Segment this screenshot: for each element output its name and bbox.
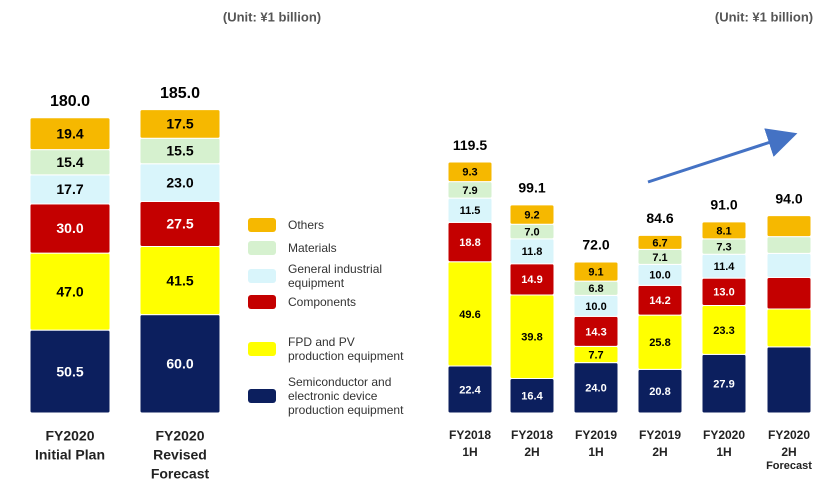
segment-label: 17.5	[166, 116, 193, 132]
segment-label: 18.8	[459, 237, 480, 249]
trend-arrow	[647, 128, 798, 184]
segment-label: 9.1	[588, 266, 603, 278]
x-tick-label: FY2020	[45, 428, 94, 444]
x-tick-label: 1H	[588, 445, 603, 459]
bar-segment	[573, 261, 619, 282]
bar-segment	[766, 215, 812, 238]
segment-label: 10.0	[585, 301, 606, 313]
segment-label: 22.4	[459, 384, 481, 396]
segment-label: 30.0	[56, 220, 83, 236]
segment-label: 60.0	[166, 356, 193, 372]
segment-label: 7.0	[524, 226, 539, 238]
segment-label: 17.7	[56, 181, 83, 197]
x-tick-label: Forecast	[151, 466, 210, 481]
x-tick-label: Initial Plan	[35, 447, 105, 463]
x-tick-label: FY2020	[155, 428, 204, 444]
segment-label: 8.1	[716, 225, 731, 237]
segment-label: 50.5	[56, 363, 83, 379]
total-label: 84.6	[646, 210, 673, 226]
x-tick-label: 2H	[781, 445, 796, 459]
unit-label: (Unit: ¥1 billion)	[715, 9, 813, 24]
segment-label: 49.6	[459, 309, 480, 321]
segment-label: 14.9	[521, 274, 542, 286]
segment-label: 15.5	[166, 143, 193, 159]
x-tick-label: FY2018	[511, 428, 553, 442]
segment-label: 39.8	[521, 332, 542, 344]
segment-label: 7.9	[462, 185, 477, 197]
bar-segment	[766, 346, 812, 414]
segment-label: 13.0	[713, 287, 734, 299]
segment-label: 9.3	[462, 167, 477, 179]
segment-label: 7.7	[588, 349, 603, 361]
segment-label: 16.4	[521, 391, 543, 403]
segment-label: 41.5	[166, 272, 193, 288]
x-tick-label: Forecast	[766, 460, 812, 472]
segment-label: 11.5	[460, 205, 481, 217]
bar-segment	[509, 204, 555, 225]
segment-label: 27.5	[166, 216, 193, 232]
x-tick-label: FY2019	[575, 428, 617, 442]
x-tick-label: FY2020	[768, 428, 810, 442]
segment-label: 20.8	[649, 386, 670, 398]
bar-segment	[766, 308, 812, 348]
bar-segment	[766, 252, 812, 279]
segment-label: 14.3	[585, 326, 606, 338]
segment-label: 6.8	[588, 283, 603, 295]
segment-label: 9.2	[524, 209, 539, 221]
total-label: 119.5	[453, 137, 487, 153]
segment-label: 7.1	[652, 252, 667, 264]
segment-label: 19.4	[56, 125, 83, 141]
x-tick-label: FY2020	[703, 428, 745, 442]
segment-label: 23.0	[166, 174, 193, 190]
segment-label: 11.8	[522, 246, 543, 258]
total-label: 180.0	[50, 93, 90, 110]
bar-segment	[637, 234, 683, 250]
x-tick-label: FY2018	[449, 428, 491, 442]
unit-label: (Unit: ¥1 billion)	[223, 9, 321, 24]
segment-label: 11.4	[714, 261, 736, 273]
bar-segment	[447, 161, 493, 183]
segment-label: 14.2	[649, 295, 670, 307]
segment-label: 24.0	[585, 383, 606, 395]
segment-label: 7.3	[716, 241, 731, 253]
segment-label: 6.7	[652, 237, 667, 249]
bar-segment	[29, 117, 111, 151]
bar-segment	[766, 236, 812, 254]
segment-label: 47.0	[56, 283, 83, 299]
segment-label: 25.8	[649, 337, 670, 349]
total-label: 91.0	[710, 197, 737, 213]
bar-segment	[139, 109, 221, 139]
x-tick-label: 2H	[524, 445, 539, 459]
total-label: 94.0	[775, 190, 802, 206]
x-tick-label: 2H	[652, 445, 667, 459]
segment-label: 23.3	[713, 325, 734, 337]
total-label: 72.0	[582, 237, 609, 253]
total-label: 185.0	[160, 85, 200, 102]
bar-segment	[766, 277, 812, 310]
total-label: 99.1	[518, 180, 545, 196]
x-tick-label: Revised	[153, 447, 207, 463]
segment-label: 15.4	[56, 154, 83, 170]
x-tick-label: 1H	[462, 445, 477, 459]
segment-label: 10.0	[649, 270, 670, 282]
segment-label: 27.9	[713, 379, 734, 391]
x-tick-label: 1H	[716, 445, 731, 459]
bar-segment	[701, 221, 747, 240]
x-tick-label: FY2019	[639, 428, 681, 442]
